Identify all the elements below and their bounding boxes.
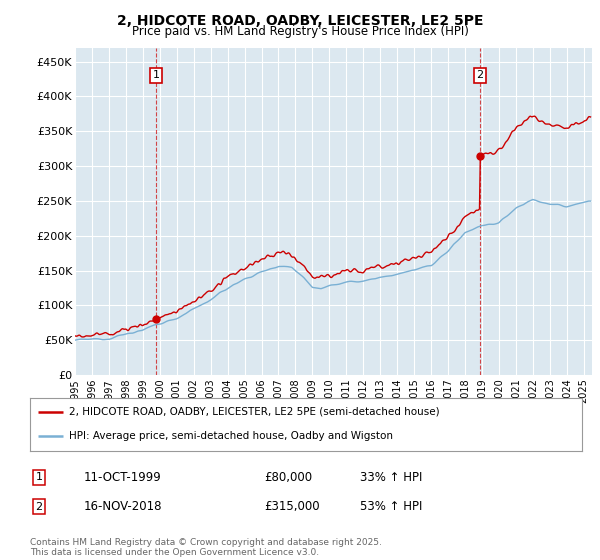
- Text: 53% ↑ HPI: 53% ↑ HPI: [360, 500, 422, 514]
- Text: £80,000: £80,000: [264, 470, 312, 484]
- Text: 2: 2: [35, 502, 43, 512]
- Text: £315,000: £315,000: [264, 500, 320, 514]
- Text: 2, HIDCOTE ROAD, OADBY, LEICESTER, LE2 5PE (semi-detached house): 2, HIDCOTE ROAD, OADBY, LEICESTER, LE2 5…: [68, 407, 439, 417]
- Text: 11-OCT-1999: 11-OCT-1999: [84, 470, 162, 484]
- Text: Price paid vs. HM Land Registry's House Price Index (HPI): Price paid vs. HM Land Registry's House …: [131, 25, 469, 38]
- Text: Contains HM Land Registry data © Crown copyright and database right 2025.
This d: Contains HM Land Registry data © Crown c…: [30, 538, 382, 557]
- Text: HPI: Average price, semi-detached house, Oadby and Wigston: HPI: Average price, semi-detached house,…: [68, 431, 392, 441]
- Text: 1: 1: [152, 71, 160, 81]
- Text: 2, HIDCOTE ROAD, OADBY, LEICESTER, LE2 5PE: 2, HIDCOTE ROAD, OADBY, LEICESTER, LE2 5…: [117, 14, 483, 28]
- Text: 16-NOV-2018: 16-NOV-2018: [84, 500, 163, 514]
- Text: 1: 1: [35, 472, 43, 482]
- Text: 33% ↑ HPI: 33% ↑ HPI: [360, 470, 422, 484]
- Text: 2: 2: [476, 71, 484, 81]
